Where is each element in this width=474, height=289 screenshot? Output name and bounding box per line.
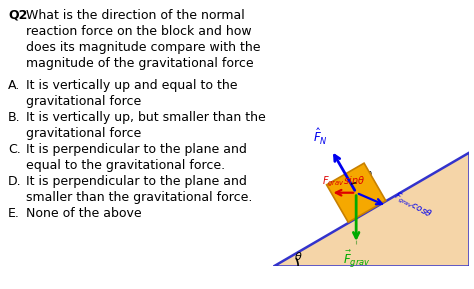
Text: C.: C. — [8, 143, 21, 156]
Polygon shape — [273, 152, 469, 266]
Text: It is vertically up, but smaller than the: It is vertically up, but smaller than th… — [26, 111, 266, 124]
Text: reaction force on the block and how: reaction force on the block and how — [26, 25, 252, 38]
Text: B.: B. — [8, 111, 21, 124]
Text: A.: A. — [8, 79, 20, 92]
Text: gravitational force: gravitational force — [26, 127, 141, 140]
Text: It is vertically up and equal to the: It is vertically up and equal to the — [26, 79, 237, 92]
Text: equal to the gravitational force.: equal to the gravitational force. — [26, 159, 225, 172]
Text: $F_{grav}sin\theta$: $F_{grav}sin\theta$ — [322, 174, 365, 189]
Text: Q2: Q2 — [8, 9, 27, 22]
Text: $\vec{F}_{grav}$: $\vec{F}_{grav}$ — [343, 249, 371, 270]
Text: magnitude of the gravitational force: magnitude of the gravitational force — [26, 57, 254, 70]
Text: What is the direction of the normal: What is the direction of the normal — [26, 9, 245, 22]
Polygon shape — [327, 163, 386, 222]
Text: $F_{grav}cos\theta$: $F_{grav}cos\theta$ — [391, 190, 434, 222]
Text: gravitational force: gravitational force — [26, 95, 141, 108]
Text: $\hat{F}_N$: $\hat{F}_N$ — [313, 127, 328, 147]
Text: None of the above: None of the above — [26, 207, 142, 220]
Text: does its magnitude compare with the: does its magnitude compare with the — [26, 41, 261, 54]
Text: It is perpendicular to the plane and: It is perpendicular to the plane and — [26, 143, 247, 156]
Text: $\theta$: $\theta$ — [294, 250, 303, 262]
Text: smaller than the gravitational force.: smaller than the gravitational force. — [26, 191, 252, 204]
Text: $\theta$: $\theta$ — [365, 169, 373, 181]
Text: D.: D. — [8, 175, 22, 188]
Text: It is perpendicular to the plane and: It is perpendicular to the plane and — [26, 175, 247, 188]
Text: E.: E. — [8, 207, 20, 220]
